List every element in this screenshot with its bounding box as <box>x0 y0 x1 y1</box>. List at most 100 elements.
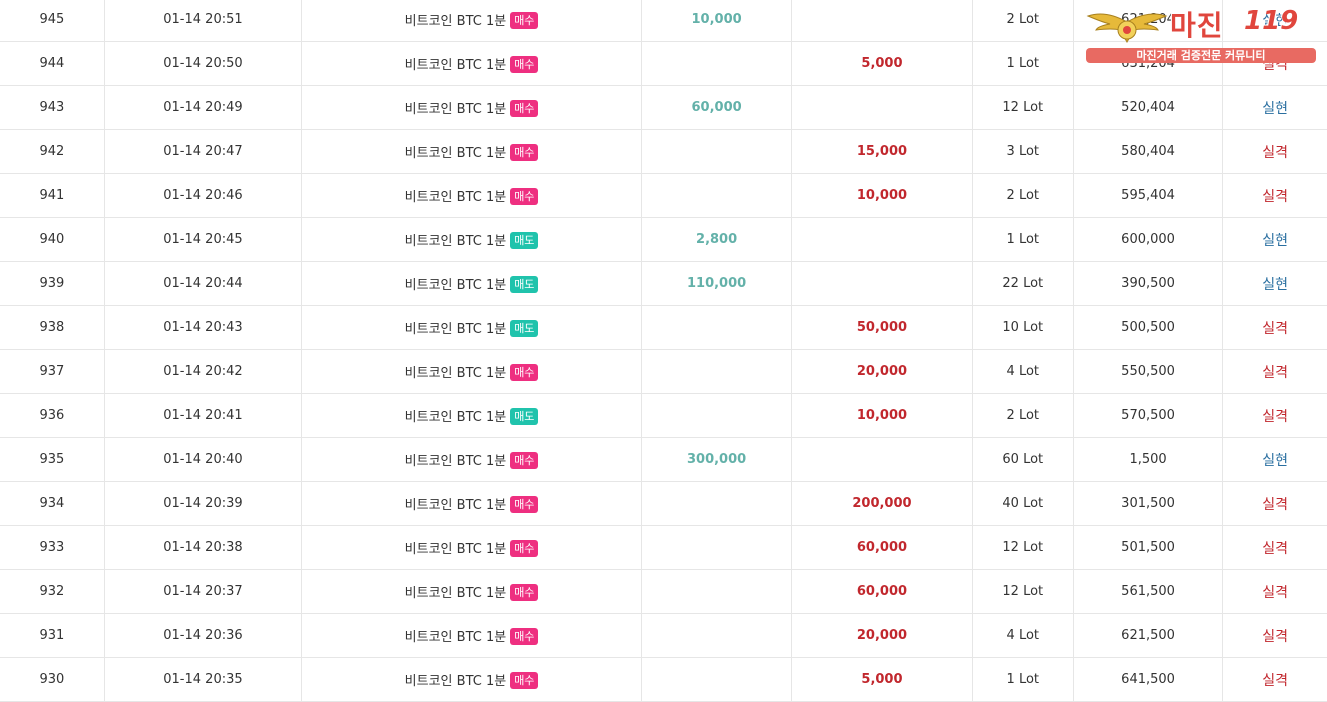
trade-time-cell: 01-14 20:43 <box>104 305 303 350</box>
trade-time-cell: 01-14 20:44 <box>104 261 303 306</box>
product-name: 비트코인 BTC 1분 <box>404 102 507 117</box>
trade-id-cell: 934 <box>0 481 105 526</box>
trade-time-cell: 01-14 20:47 <box>104 129 303 174</box>
product-name: 비트코인 BTC 1분 <box>404 586 507 601</box>
trade-id-cell: 936 <box>0 393 105 438</box>
trade-balance-cell: 520,404 <box>1073 85 1224 130</box>
trade-product-cell: 비트코인 BTC 1분 매수 <box>301 437 642 482</box>
trade-id-cell: 935 <box>0 437 105 482</box>
trade-profit-cell <box>641 657 793 702</box>
trade-result-cell: 실격 <box>1222 41 1327 86</box>
trade-balance-cell: 580,404 <box>1073 129 1224 174</box>
trade-profit-cell <box>641 129 793 174</box>
trade-product-cell: 비트코인 BTC 1분 매수 <box>301 481 642 526</box>
trade-loss-cell <box>791 85 973 130</box>
product-name: 비트코인 BTC 1분 <box>404 410 507 425</box>
trade-loss-cell: 20,000 <box>791 613 973 658</box>
trade-loss-cell: 60,000 <box>791 525 973 570</box>
trade-profit-cell: 10,000 <box>641 0 793 42</box>
trade-product-cell: 비트코인 BTC 1분 매수 <box>301 129 642 174</box>
table-row: 941 01-14 20:46 비트코인 BTC 1분 매수 10,000 2 Lot 59… <box>0 173 1327 218</box>
product-name: 비트코인 BTC 1분 <box>404 630 507 645</box>
table-row: 930 01-14 20:35 비트코인 BTC 1분 매수 5,000 1 Lot 641… <box>0 657 1327 702</box>
trade-balance-cell: 595,404 <box>1073 173 1224 218</box>
trade-lot-cell: 4 Lot <box>972 613 1074 658</box>
table-row: 940 01-14 20:45 비트코인 BTC 1분 매도 2,800 1 Lot 600… <box>0 217 1327 262</box>
trade-result-cell: 실격 <box>1222 657 1327 702</box>
trade-balance-cell: 550,500 <box>1073 349 1224 394</box>
trade-profit-cell <box>641 305 793 350</box>
trade-time-cell: 01-14 20:50 <box>104 41 303 86</box>
trade-profit-cell <box>641 173 793 218</box>
trade-product-cell: 비트코인 BTC 1분 매수 <box>301 613 642 658</box>
trade-balance-cell: 1,500 <box>1073 437 1224 482</box>
product-name: 비트코인 BTC 1분 <box>404 366 507 381</box>
trade-id-cell: 943 <box>0 85 105 130</box>
table-row: 935 01-14 20:40 비트코인 BTC 1분 매수 300,000 60 Lot… <box>0 437 1327 482</box>
buy-badge: 매수 <box>510 496 539 513</box>
trade-product-cell: 비트코인 BTC 1분 매수 <box>301 41 642 86</box>
trade-time-cell: 01-14 20:45 <box>104 217 303 262</box>
buy-badge: 매수 <box>510 188 539 205</box>
trade-product-cell: 비트코인 BTC 1분 매수 <box>301 569 642 614</box>
trade-loss-cell: 10,000 <box>791 393 973 438</box>
trade-id-cell: 931 <box>0 613 105 658</box>
buy-badge: 매수 <box>510 628 539 645</box>
trade-result-cell: 실격 <box>1222 173 1327 218</box>
product-name: 비트코인 BTC 1분 <box>404 190 507 205</box>
table-row: 931 01-14 20:36 비트코인 BTC 1분 매수 20,000 4 Lot 62… <box>0 613 1327 658</box>
trade-product-cell: 비트코인 BTC 1분 매수 <box>301 657 642 702</box>
trade-lot-cell: 2 Lot <box>972 173 1074 218</box>
trade-result-cell: 실현 <box>1222 85 1327 130</box>
trade-result-cell: 실격 <box>1222 349 1327 394</box>
trade-lot-cell: 2 Lot <box>972 0 1074 42</box>
trade-lot-cell: 12 Lot <box>972 85 1074 130</box>
trade-profit-cell <box>641 613 793 658</box>
trade-result-cell: 실현 <box>1222 0 1327 42</box>
trade-balance-cell: 500,500 <box>1073 305 1224 350</box>
trade-time-cell: 01-14 20:39 <box>104 481 303 526</box>
trade-product-cell: 비트코인 BTC 1분 매수 <box>301 0 642 42</box>
trade-profit-cell <box>641 393 793 438</box>
trade-loss-cell <box>791 437 973 482</box>
trade-product-cell: 비트코인 BTC 1분 매도 <box>301 305 642 350</box>
trade-lot-cell: 22 Lot <box>972 261 1074 306</box>
trade-profit-cell <box>641 349 793 394</box>
trade-balance-cell: 631,204 <box>1073 41 1224 86</box>
trade-id-cell: 939 <box>0 261 105 306</box>
trade-lot-cell: 10 Lot <box>972 305 1074 350</box>
sell-badge: 매도 <box>510 408 539 425</box>
trade-lot-cell: 1 Lot <box>972 41 1074 86</box>
table-row: 932 01-14 20:37 비트코인 BTC 1분 매수 60,000 12 Lot 5… <box>0 569 1327 614</box>
trade-id-cell: 937 <box>0 349 105 394</box>
trade-lot-cell: 3 Lot <box>972 129 1074 174</box>
trade-balance-cell: 501,500 <box>1073 525 1224 570</box>
trade-time-cell: 01-14 20:42 <box>104 349 303 394</box>
trade-product-cell: 비트코인 BTC 1분 매도 <box>301 217 642 262</box>
trade-product-cell: 비트코인 BTC 1분 매도 <box>301 393 642 438</box>
product-name: 비트코인 BTC 1분 <box>404 14 507 29</box>
sell-badge: 매도 <box>510 320 539 337</box>
buy-badge: 매수 <box>510 364 539 381</box>
buy-badge: 매수 <box>510 144 539 161</box>
trade-loss-cell: 10,000 <box>791 173 973 218</box>
trade-time-cell: 01-14 20:51 <box>104 0 303 42</box>
product-name: 비트코인 BTC 1분 <box>404 542 507 557</box>
trade-result-cell: 실격 <box>1222 129 1327 174</box>
trade-id-cell: 938 <box>0 305 105 350</box>
trade-balance-cell: 561,500 <box>1073 569 1224 614</box>
trade-lot-cell: 12 Lot <box>972 569 1074 614</box>
product-name: 비트코인 BTC 1분 <box>404 322 507 337</box>
buy-badge: 매수 <box>510 452 539 469</box>
trade-balance-cell: 301,500 <box>1073 481 1224 526</box>
trade-balance-cell: 570,500 <box>1073 393 1224 438</box>
trade-result-cell: 실격 <box>1222 569 1327 614</box>
trade-time-cell: 01-14 20:38 <box>104 525 303 570</box>
trade-lot-cell: 4 Lot <box>972 349 1074 394</box>
trade-id-cell: 932 <box>0 569 105 614</box>
trade-profit-cell <box>641 525 793 570</box>
table-row: 933 01-14 20:38 비트코인 BTC 1분 매수 60,000 12 Lot 5… <box>0 525 1327 570</box>
trade-loss-cell: 5,000 <box>791 657 973 702</box>
trade-profit-cell: 2,800 <box>641 217 793 262</box>
